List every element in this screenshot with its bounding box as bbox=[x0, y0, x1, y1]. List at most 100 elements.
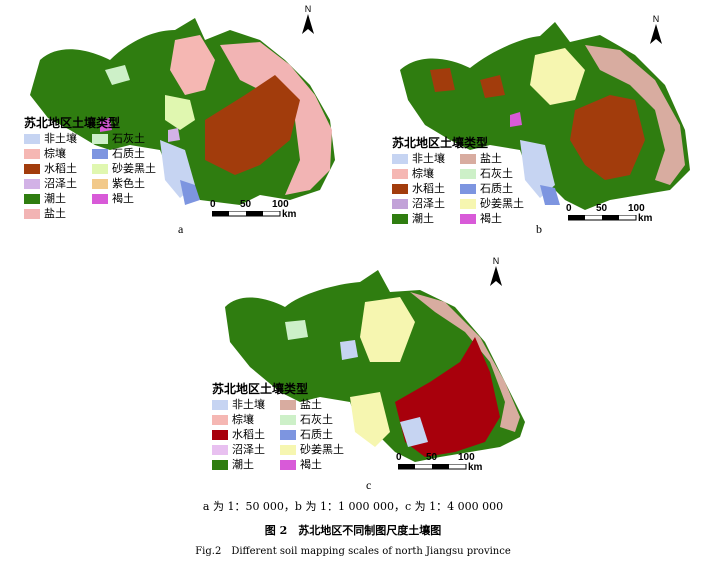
legend-swatch bbox=[460, 184, 476, 194]
legend-swatch bbox=[92, 134, 108, 144]
legend-item: 石质土 bbox=[92, 147, 160, 161]
scale-note: a 为 1：50 000，b 为 1：1 000 000，c 为 1：4 000… bbox=[202, 500, 504, 513]
legend-label: 石质土 bbox=[300, 428, 333, 441]
legend-item: 砂姜黑土 bbox=[460, 197, 528, 211]
panel-label-b: b bbox=[536, 222, 542, 236]
legend-item: 褐土 bbox=[280, 458, 348, 472]
legend-item: 沼泽土 bbox=[392, 197, 460, 211]
legend-swatch bbox=[24, 164, 40, 174]
north-arrow-icon bbox=[302, 14, 314, 34]
legend-label: 非土壤 bbox=[44, 132, 77, 145]
legend-item: 水稻土 bbox=[24, 162, 92, 176]
scale-bar-icon bbox=[212, 211, 281, 217]
legend-swatch bbox=[92, 149, 108, 159]
legend-item: 非土壤 bbox=[24, 132, 92, 146]
legend-title-a: 苏北地区土壤类型 bbox=[24, 116, 121, 130]
north-arrow-icon bbox=[490, 266, 502, 286]
legend-item: 棕壤 bbox=[392, 167, 460, 181]
legend-swatch bbox=[24, 179, 40, 189]
legend-label: 褐土 bbox=[480, 212, 502, 225]
scale-tick-100: 100 bbox=[458, 452, 475, 463]
legend-item: 紫色土 bbox=[92, 177, 160, 191]
legend-swatch bbox=[92, 179, 108, 189]
panel-label-c: c bbox=[366, 478, 372, 492]
legend-item: 石质土 bbox=[460, 182, 528, 196]
legend-c: 苏北地区土壤类型 非土壤 盐土棕壤 石灰土 水稻土 石质土沼泽土 砂姜黑土潮土 褐土 bbox=[212, 382, 348, 472]
legend-label: 石灰土 bbox=[480, 167, 513, 180]
north-arrow-c: N bbox=[488, 256, 504, 291]
legend-label: 棕壤 bbox=[44, 147, 66, 160]
legend-label: 潮土 bbox=[232, 458, 254, 471]
legend-item: 盐土 bbox=[460, 152, 528, 166]
legend-label: 石灰土 bbox=[112, 132, 145, 145]
legend-item: 沼泽土 bbox=[212, 443, 280, 457]
legend-label: 潮土 bbox=[44, 192, 66, 205]
scale-tick-0: 0 bbox=[566, 203, 572, 214]
legend-label: 石质土 bbox=[112, 147, 145, 160]
legend-swatch bbox=[392, 199, 408, 209]
scale-bar-icon bbox=[398, 464, 467, 470]
legend-swatch bbox=[24, 134, 40, 144]
legend-label: 砂姜黑土 bbox=[300, 443, 344, 456]
legend-item: 石质土 bbox=[280, 428, 348, 442]
legend-item: 石灰土 bbox=[280, 413, 348, 427]
legend-swatch bbox=[280, 400, 296, 410]
legend-item: 砂姜黑土 bbox=[280, 443, 348, 457]
legend-swatch bbox=[280, 415, 296, 425]
legend-swatch bbox=[460, 199, 476, 209]
scale-unit: km bbox=[638, 213, 653, 224]
legend-grid-c: 非土壤 盐土棕壤 石灰土 水稻土 石质土沼泽土 砂姜黑土潮土 褐土 bbox=[212, 398, 348, 472]
legend-swatch bbox=[392, 214, 408, 224]
legend-swatch bbox=[212, 430, 228, 440]
legend-title-c: 苏北地区土壤类型 bbox=[212, 382, 309, 396]
legend-swatch bbox=[392, 169, 408, 179]
legend-item: 水稻土 bbox=[392, 182, 460, 196]
scale-bar-icon bbox=[568, 215, 637, 221]
legend-label: 棕壤 bbox=[412, 167, 434, 180]
legend-label: 盐土 bbox=[300, 398, 322, 411]
legend-swatch bbox=[212, 400, 228, 410]
legend-label: 非土壤 bbox=[412, 152, 445, 165]
legend-item: 砂姜黑土 bbox=[92, 162, 160, 176]
north-arrow-icon bbox=[650, 24, 662, 44]
legend-swatch bbox=[460, 154, 476, 164]
legend-swatch bbox=[280, 445, 296, 455]
scale-tick-50: 50 bbox=[426, 452, 438, 463]
legend-swatch bbox=[460, 214, 476, 224]
legend-swatch bbox=[24, 149, 40, 159]
map-panel-b: N 苏北地区土壤类型 非土壤 盐土棕壤 石灰土水稻土 石质土 沼泽土 砂姜黑土潮土 褐土 0… bbox=[370, 0, 706, 240]
legend-swatch bbox=[212, 415, 228, 425]
legend-label: 褐土 bbox=[300, 458, 322, 471]
legend-item: 潮土 bbox=[24, 192, 92, 206]
scale-tick-100: 100 bbox=[272, 199, 289, 210]
legend-item: 棕壤 bbox=[24, 147, 92, 161]
legend-swatch bbox=[392, 184, 408, 194]
legend-label: 棕壤 bbox=[232, 413, 254, 426]
legend-label: 水稻土 bbox=[44, 162, 77, 175]
legend-grid-b: 非土壤 盐土棕壤 石灰土水稻土 石质土 沼泽土 砂姜黑土潮土 褐土 bbox=[392, 152, 528, 226]
legend-item: 水稻土 bbox=[212, 428, 280, 442]
legend-b: 苏北地区土壤类型 非土壤 盐土棕壤 石灰土水稻土 石质土 沼泽土 砂姜黑土潮土 褐土 bbox=[392, 136, 528, 226]
legend-title-b: 苏北地区土壤类型 bbox=[392, 136, 489, 150]
legend-label: 盐土 bbox=[44, 207, 66, 220]
legend-swatch bbox=[24, 209, 40, 219]
scale-unit: km bbox=[282, 209, 297, 220]
legend-item: 非土壤 bbox=[212, 398, 280, 412]
legend-label: 沼泽土 bbox=[232, 443, 265, 456]
scale-unit: km bbox=[468, 462, 483, 473]
north-arrow-b: N bbox=[648, 14, 664, 49]
legend-item: 褐土 bbox=[92, 192, 160, 206]
north-arrow-a: N bbox=[300, 4, 316, 39]
legend-label: 盐土 bbox=[480, 152, 502, 165]
legend-swatch bbox=[212, 460, 228, 470]
scale-tick-0: 0 bbox=[210, 199, 216, 210]
legend-item: 潮土 bbox=[392, 212, 460, 226]
legend-swatch bbox=[24, 194, 40, 204]
legend-swatch bbox=[280, 430, 296, 440]
scale-tick-0: 0 bbox=[396, 452, 402, 463]
legend-label: 潮土 bbox=[412, 212, 434, 225]
legend-item: 石灰土 bbox=[92, 132, 160, 146]
legend-label: 砂姜黑土 bbox=[480, 197, 524, 210]
soil-map-b bbox=[400, 22, 690, 210]
legend-item: 潮土 bbox=[212, 458, 280, 472]
